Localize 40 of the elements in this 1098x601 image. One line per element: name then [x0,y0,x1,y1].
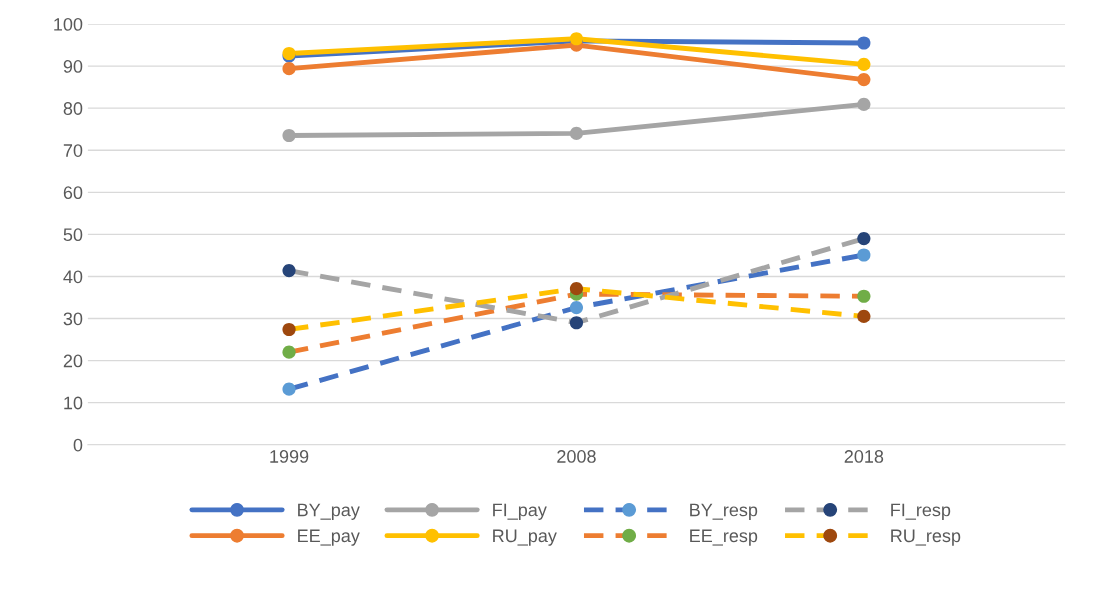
x-tick-label: 1999 [270,450,309,463]
point [857,57,871,72]
point [569,282,584,296]
point [282,128,296,143]
point [282,382,296,396]
y-tick-label: 100 [54,17,83,31]
legend-label: RU_resp [891,529,961,546]
point [857,36,871,50]
y-tick-label: 10 [64,396,83,410]
y-tick-label: 60 [63,186,83,200]
y-tick-label: 0 [73,438,83,452]
point [569,316,584,330]
y-tick-label: 30 [63,312,83,326]
point [282,322,296,337]
legend-label: BY_resp [690,503,758,520]
point [857,248,871,262]
legend-label: RU_pay [493,529,557,546]
legend-label: FI_resp [891,503,951,520]
point [857,72,871,87]
point [857,289,871,303]
point [282,345,296,359]
y-tick-label: 20 [63,354,83,368]
x-tick-label: 2008 [557,450,596,463]
point [857,232,871,246]
point [857,97,871,111]
y-tick-label: 40 [63,270,83,284]
legend-label: BY_pay [298,503,360,520]
y-tick-label: 50 [63,228,83,242]
legend-label: EE_pay [298,529,360,546]
y-tick-label: 70 [63,144,83,157]
point [569,126,584,141]
y-tick-label: 90 [63,60,83,73]
point [282,263,296,278]
x-tick-label: 2018 [844,450,884,463]
point [857,309,871,324]
y-tick-label: 80 [63,102,83,115]
legend-label: EE_resp [690,529,758,546]
legend-label: FI_pay [493,503,547,520]
point [569,301,584,315]
point [282,62,296,76]
